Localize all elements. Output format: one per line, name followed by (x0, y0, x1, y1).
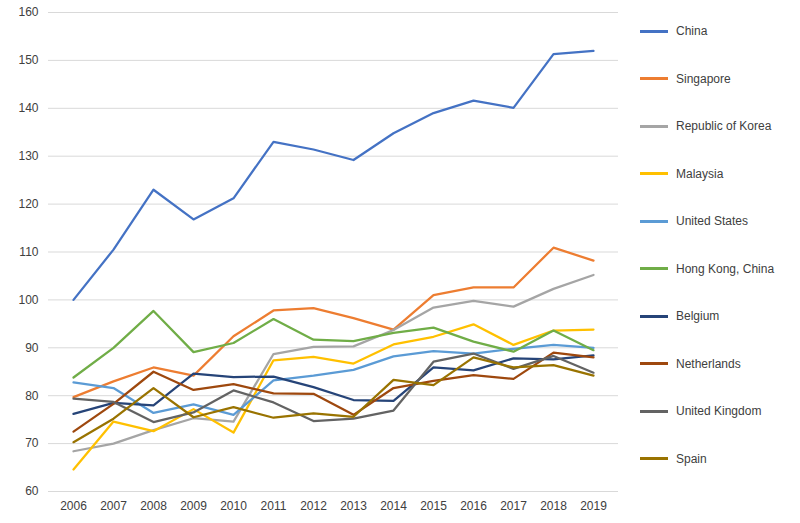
svg-text:2014: 2014 (380, 499, 407, 513)
html-text:Spain: Spain (676, 451, 707, 466)
html-text:Singapore: Singapore (676, 71, 731, 86)
svg-text:80: 80 (25, 389, 39, 403)
svg-text:150: 150 (18, 53, 38, 67)
svg-text:2011: 2011 (261, 499, 287, 513)
svg-text:140: 140 (18, 101, 38, 115)
svg-text:2008: 2008 (140, 499, 167, 513)
html-text:Hong Kong, China: Hong Kong, China (676, 261, 775, 276)
svg-text:160: 160 (18, 5, 38, 19)
svg-text:2006: 2006 (60, 499, 87, 513)
svg-text:120: 120 (18, 197, 38, 211)
svg-text:60: 60 (25, 484, 39, 498)
svg-text:2019: 2019 (580, 499, 607, 513)
svg-text:2015: 2015 (420, 499, 447, 513)
html-text:Republic of Korea: Republic of Korea (676, 119, 772, 133)
svg-text:90: 90 (25, 341, 39, 355)
svg-text:2009: 2009 (180, 499, 207, 513)
html-text:China: China (676, 24, 708, 38)
svg-text:100: 100 (18, 293, 38, 307)
svg-text:130: 130 (18, 149, 38, 163)
svg-text:110: 110 (19, 245, 38, 259)
html-text:Netherlands: Netherlands (676, 356, 741, 371)
svg-text:2013: 2013 (340, 499, 367, 513)
svg-text:2007: 2007 (100, 499, 127, 513)
html-text:United States: United States (676, 214, 748, 228)
svg-text:2017: 2017 (500, 499, 527, 513)
html-text:Belgium: Belgium (676, 309, 720, 323)
svg-text:2010: 2010 (220, 499, 247, 513)
svg-text:2012: 2012 (300, 499, 327, 513)
svg-text:70: 70 (25, 436, 39, 450)
svg-text:2016: 2016 (460, 499, 487, 513)
html-text:Malaysia: Malaysia (676, 166, 724, 181)
svg-text:2018: 2018 (540, 499, 567, 513)
html-text:United Kingdom: United Kingdom (676, 404, 762, 418)
